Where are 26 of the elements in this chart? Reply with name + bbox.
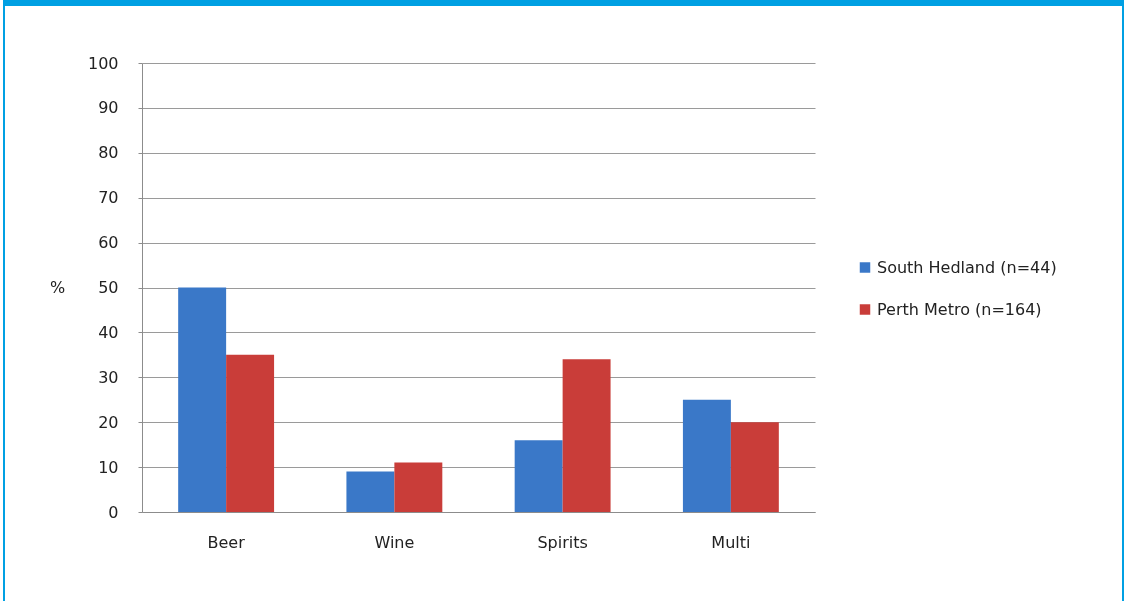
- bar: [682, 399, 731, 512]
- bar: [730, 422, 779, 512]
- legend-label: South Hedland (n=44): [877, 257, 1057, 277]
- bar: [226, 354, 275, 512]
- bar: [394, 462, 443, 512]
- y-tick-label: 30: [98, 367, 119, 387]
- y-tick-label: 50: [98, 278, 119, 297]
- y-tick-label: 90: [98, 98, 119, 118]
- bar: [178, 287, 227, 512]
- bar: [562, 359, 611, 512]
- y-axis-title: %: [49, 278, 66, 297]
- bar: [346, 471, 395, 512]
- legend-label: Perth Metro (n=164): [877, 299, 1042, 319]
- y-tick-label: 0: [108, 502, 119, 522]
- x-tick-label: Spirits: [537, 532, 588, 552]
- x-tick-label: Multi: [711, 532, 751, 552]
- bar: [514, 440, 563, 512]
- y-tick-label: 100: [87, 53, 119, 73]
- y-tick-label: 60: [98, 233, 119, 253]
- y-tick-label: 40: [98, 322, 119, 342]
- y-tick-label: 20: [98, 412, 119, 432]
- y-tick-label: 70: [98, 188, 119, 208]
- x-tick-label: Beer: [207, 532, 246, 552]
- x-tick-label: Wine: [374, 532, 415, 552]
- y-tick-label: 10: [98, 457, 119, 477]
- y-tick-label: 80: [98, 143, 119, 163]
